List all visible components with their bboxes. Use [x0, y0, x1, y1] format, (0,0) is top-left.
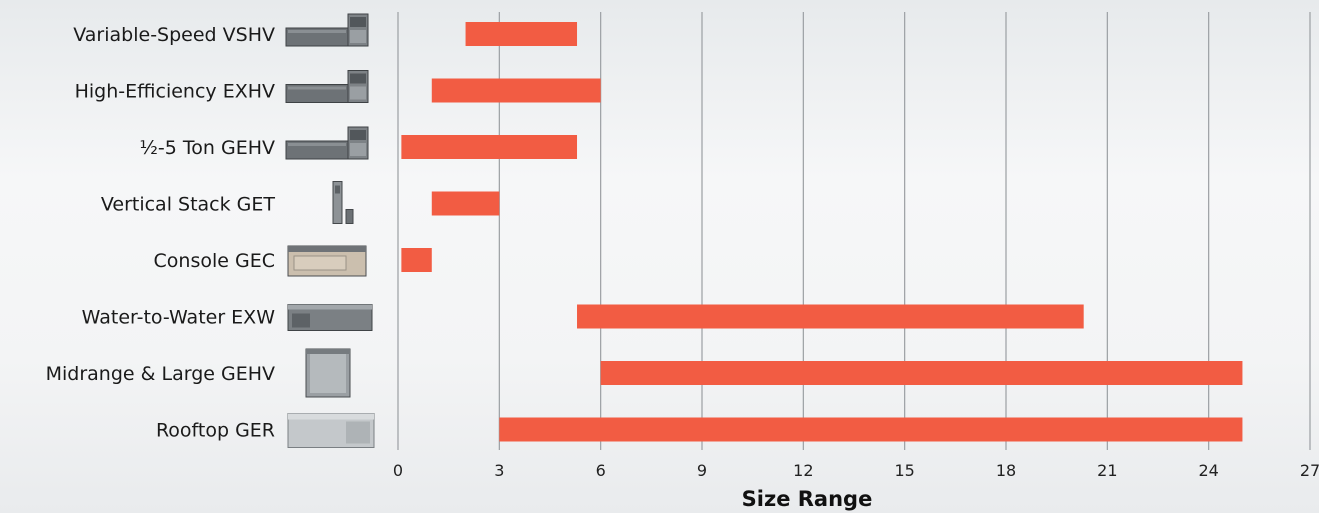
range-bar: [431, 191, 500, 216]
range-bars: [401, 22, 1243, 442]
category-label: High-Efficiency EXHV: [75, 81, 275, 103]
x-tick-label: 24: [1198, 461, 1218, 480]
console-unit-icon: [287, 245, 367, 277]
category-labels: Variable-Speed VSHV High-Efficiency EXHV ½…: [46, 24, 276, 442]
x-tick-label: 9: [697, 461, 707, 480]
range-bar: [600, 361, 1243, 385]
category-label: ½-5 Ton GEHV: [140, 137, 276, 159]
x-axis-title: Size Range: [742, 487, 873, 511]
x-tick-label: 12: [793, 461, 813, 480]
split-system-unit-icon: [285, 13, 369, 47]
range-bar: [577, 304, 1084, 329]
split-system-unit-icon: [285, 70, 369, 103]
x-tick-label: 3: [494, 461, 504, 480]
x-tick-label: 6: [596, 461, 606, 480]
split-system-unit-icon: [285, 126, 369, 160]
category-label: Midrange & Large GEHV: [46, 363, 275, 385]
range-bar: [499, 417, 1243, 442]
range-bar: [431, 78, 601, 103]
x-tick-label: 21: [1097, 461, 1117, 480]
category-label: Console GEC: [154, 250, 275, 272]
category-label: Rooftop GER: [156, 420, 275, 442]
x-tick-label: 27: [1300, 461, 1319, 480]
x-tick-label: 18: [996, 461, 1016, 480]
water-to-water-unit-icon: [287, 304, 373, 331]
category-label: Water-to-Water EXW: [82, 307, 276, 329]
vertical-stack-unit-icon: [332, 181, 354, 224]
range-bar: [465, 22, 578, 46]
range-bar: [401, 248, 432, 272]
range-bar: [401, 135, 578, 159]
rooftop-unit-icon: [287, 413, 375, 448]
x-tick-label: 15: [894, 461, 914, 480]
category-label: Vertical Stack GET: [101, 194, 276, 216]
unit-icons: [285, 13, 375, 448]
x-tick-labels: 0 3 6 9 12 15 18 21 24 27: [393, 461, 1319, 480]
large-cabinet-unit-icon: [305, 348, 351, 398]
x-tick-label: 0: [393, 461, 403, 480]
category-label: Variable-Speed VSHV: [73, 24, 275, 46]
